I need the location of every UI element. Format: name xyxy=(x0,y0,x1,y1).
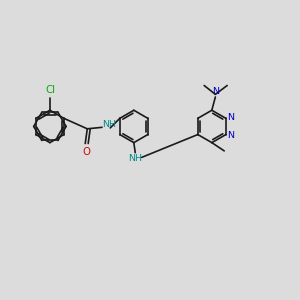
Text: N: N xyxy=(227,130,234,140)
Text: O: O xyxy=(83,147,91,157)
Text: NH: NH xyxy=(128,154,142,164)
Text: Cl: Cl xyxy=(45,85,55,95)
Text: N: N xyxy=(212,86,219,95)
Text: N: N xyxy=(227,113,234,122)
Text: NH: NH xyxy=(103,120,117,129)
